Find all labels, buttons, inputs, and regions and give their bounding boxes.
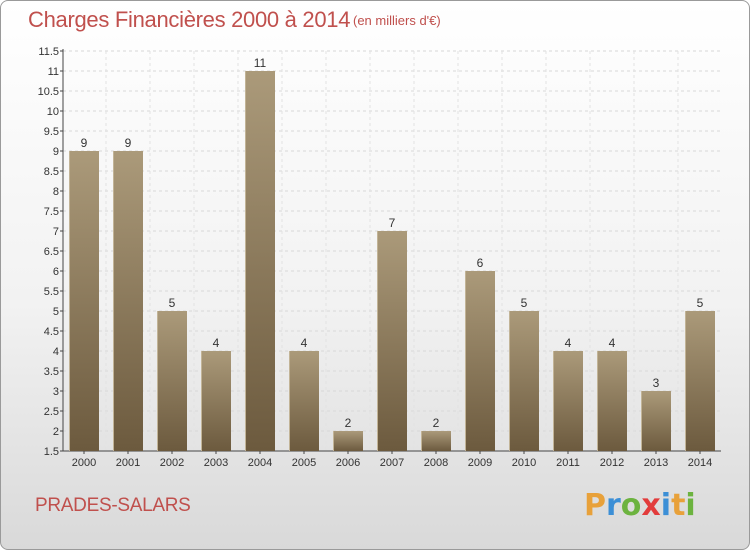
logo-letter: r (606, 488, 621, 523)
y-tick-label: 10.5 (38, 86, 59, 98)
logo-letter: t (671, 488, 686, 523)
y-tick-label: 2 (53, 426, 59, 438)
bar-value-label: 2 (433, 416, 440, 430)
bar[interactable] (113, 151, 143, 451)
x-tick-label: 2012 (600, 457, 624, 469)
x-tick-label: 2001 (116, 457, 140, 469)
bar-value-label: 4 (565, 336, 572, 350)
bar[interactable] (685, 311, 715, 451)
x-tick-label: 2005 (292, 457, 316, 469)
bar-value-label: 4 (213, 336, 220, 350)
logo-letter: o (620, 488, 642, 523)
x-tick-label: 2002 (160, 457, 184, 469)
bar-value-label: 7 (389, 216, 396, 230)
y-tick-label: 5.5 (44, 286, 59, 298)
bar[interactable] (157, 311, 187, 451)
bar[interactable] (509, 311, 539, 451)
bar[interactable] (641, 391, 671, 451)
y-tick-label: 4.5 (44, 326, 59, 338)
bar[interactable] (377, 231, 407, 451)
chart-unit: (en milliers d'€) (353, 13, 441, 28)
y-tick-label: 3 (53, 386, 59, 398)
bar[interactable] (553, 351, 583, 451)
bar[interactable] (69, 151, 99, 451)
y-tick-label: 5 (53, 306, 59, 318)
bar[interactable] (201, 351, 231, 451)
bar-value-label: 4 (609, 336, 616, 350)
y-tick-label: 7 (53, 226, 59, 238)
x-tick-label: 2003 (204, 457, 228, 469)
x-tick-label: 2013 (644, 457, 668, 469)
bar-value-label: 9 (81, 136, 88, 150)
x-tick-label: 2011 (556, 457, 580, 469)
logo-letter: P (584, 488, 606, 523)
y-tick-label: 4 (53, 346, 59, 358)
y-tick-label: 8.5 (44, 166, 59, 178)
x-tick-label: 2000 (72, 457, 96, 469)
bar-value-label: 2 (345, 416, 352, 430)
y-tick-label: 2.5 (44, 406, 59, 418)
bar[interactable] (597, 351, 627, 451)
bar-value-label: 5 (697, 296, 704, 310)
bar[interactable] (289, 351, 319, 451)
y-tick-label: 8 (53, 186, 59, 198)
x-tick-label: 2014 (688, 457, 712, 469)
bar[interactable] (245, 71, 275, 451)
x-tick-label: 2009 (468, 457, 492, 469)
y-tick-label: 1.5 (44, 446, 59, 458)
y-tick-label: 6.5 (44, 246, 59, 258)
proxiti-logo[interactable]: Proxiti (584, 488, 696, 523)
y-tick-label: 9.5 (44, 126, 59, 138)
y-tick-label: 9 (53, 146, 59, 158)
y-tick-label: 7.5 (44, 206, 59, 218)
y-tick-label: 10 (47, 106, 59, 118)
commune-name: PRADES-SALARS (35, 495, 191, 516)
logo-letter: x (641, 488, 661, 523)
chart-title: Charges Financières 2000 à 2014 (28, 7, 351, 32)
y-tick-label: 11 (48, 66, 59, 78)
x-tick-label: 2006 (336, 457, 360, 469)
y-tick-label: 11.5 (38, 46, 59, 58)
bar[interactable] (465, 271, 495, 451)
x-tick-label: 2010 (512, 457, 536, 469)
y-tick-label: 3.5 (44, 366, 59, 378)
bar-value-label: 6 (477, 256, 484, 270)
logo-letter: i (660, 488, 672, 523)
x-tick-label: 2008 (424, 457, 448, 469)
bar[interactable] (421, 431, 451, 451)
bar-value-label: 3 (653, 376, 660, 390)
bar-value-label: 11 (254, 56, 267, 70)
x-tick-label: 2007 (380, 457, 404, 469)
bar-value-label: 5 (169, 296, 176, 310)
bar-value-label: 5 (521, 296, 528, 310)
bar-value-label: 4 (301, 336, 308, 350)
x-tick-label: 2004 (248, 457, 272, 469)
bar-value-label: 9 (125, 136, 132, 150)
logo-letter: i (685, 488, 696, 523)
bar[interactable] (333, 431, 363, 451)
y-tick-label: 6 (53, 266, 59, 278)
